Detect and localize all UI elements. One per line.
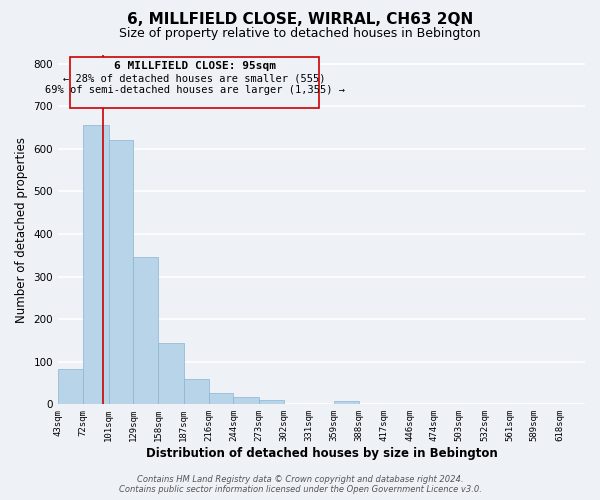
Bar	[209, 393, 233, 404]
Text: 6, MILLFIELD CLOSE, WIRRAL, CH63 2QN: 6, MILLFIELD CLOSE, WIRRAL, CH63 2QN	[127, 12, 473, 28]
Text: Contains HM Land Registry data © Crown copyright and database right 2024.
Contai: Contains HM Land Registry data © Crown c…	[119, 474, 481, 494]
Text: 6 MILLFIELD CLOSE: 95sqm: 6 MILLFIELD CLOSE: 95sqm	[113, 62, 275, 72]
X-axis label: Distribution of detached houses by size in Bebington: Distribution of detached houses by size …	[146, 447, 497, 460]
Bar	[158, 342, 184, 404]
Bar	[58, 369, 83, 404]
Bar	[133, 258, 158, 404]
Bar	[334, 401, 359, 404]
Bar	[184, 379, 209, 404]
Bar	[83, 126, 109, 404]
Bar	[233, 397, 259, 404]
Bar	[259, 400, 284, 404]
Text: Size of property relative to detached houses in Bebington: Size of property relative to detached ho…	[119, 28, 481, 40]
Text: 69% of semi-detached houses are larger (1,355) →: 69% of semi-detached houses are larger (…	[44, 85, 344, 95]
FancyBboxPatch shape	[70, 57, 319, 108]
Text: ← 28% of detached houses are smaller (555): ← 28% of detached houses are smaller (55…	[64, 74, 326, 84]
Y-axis label: Number of detached properties: Number of detached properties	[15, 136, 28, 322]
Bar	[109, 140, 133, 404]
